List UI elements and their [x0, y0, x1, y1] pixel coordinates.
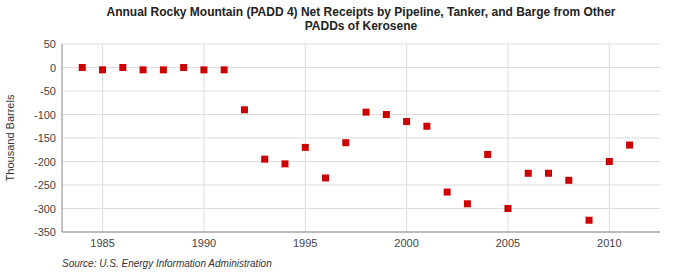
title-line: PADDs of Kerosene	[305, 19, 418, 33]
point	[160, 66, 167, 73]
chart: Annual Rocky Mountain (PADD 4) Net Recei…	[0, 0, 675, 275]
point	[545, 170, 552, 177]
y-tick-label: -100	[34, 109, 56, 121]
y-grid-line	[62, 185, 660, 186]
point	[444, 189, 451, 196]
grid	[62, 44, 660, 232]
point	[99, 66, 106, 73]
point	[626, 142, 633, 149]
point	[342, 139, 349, 146]
x-grid-line	[507, 44, 508, 232]
x-grid-line	[609, 44, 610, 232]
point	[586, 217, 593, 224]
x-tick-label: 1995	[293, 237, 317, 249]
axes: 50 0 -50 -100 -150 -200 -250 -300 -350 1985 1990 19…	[34, 38, 660, 249]
y-axis-label: Thousand Barrels	[4, 94, 16, 181]
y-grid-line	[62, 114, 660, 115]
y-grid-line	[62, 208, 660, 209]
point	[261, 156, 268, 163]
x-tick-label: 2000	[394, 237, 418, 249]
point	[241, 106, 248, 113]
point	[383, 111, 390, 118]
point	[363, 109, 370, 116]
point	[565, 177, 572, 184]
point	[464, 200, 471, 207]
y-grid-line	[62, 91, 660, 92]
x-grid-line	[305, 44, 306, 232]
y-grid-line	[62, 232, 660, 233]
point	[180, 64, 187, 71]
y-tick-label: -150	[34, 132, 56, 144]
y-tick-label: 0	[50, 62, 56, 74]
points	[79, 64, 633, 224]
y-tick-label: -250	[34, 179, 56, 191]
x-grid-line	[406, 44, 407, 232]
y-tick-label: -350	[34, 226, 56, 238]
point	[403, 118, 410, 125]
x-tick-label: 2005	[496, 237, 520, 249]
x-tick-label: 1990	[192, 237, 216, 249]
y-axis-line	[62, 44, 63, 232]
y-tick-label: 50	[44, 38, 56, 50]
point	[302, 144, 309, 151]
y-grid-line	[62, 138, 660, 139]
y-grid-line	[62, 67, 660, 68]
point	[525, 170, 532, 177]
point	[504, 205, 511, 212]
x-tick-label: 2010	[597, 237, 621, 249]
y-tick-label: -300	[34, 203, 56, 215]
point	[119, 64, 126, 71]
title: Annual Rocky Mountain (PADD 4) Net Recei…	[107, 5, 616, 33]
point	[140, 66, 147, 73]
source-note: Source: U.S. Energy Information Administ…	[62, 258, 272, 269]
y-grid-line	[62, 44, 660, 45]
point	[281, 160, 288, 167]
point	[79, 64, 86, 71]
point	[484, 151, 491, 158]
point	[200, 66, 207, 73]
x-tick-label: 1985	[90, 237, 114, 249]
point	[606, 158, 613, 165]
point	[423, 123, 430, 130]
title-line: Annual Rocky Mountain (PADD 4) Net Recei…	[107, 5, 616, 19]
y-tick-label: -200	[34, 156, 56, 168]
y-tick-label: -50	[40, 85, 56, 97]
point	[322, 174, 329, 181]
x-axis-line	[62, 232, 660, 233]
point	[221, 66, 228, 73]
y-grid-line	[62, 161, 660, 162]
